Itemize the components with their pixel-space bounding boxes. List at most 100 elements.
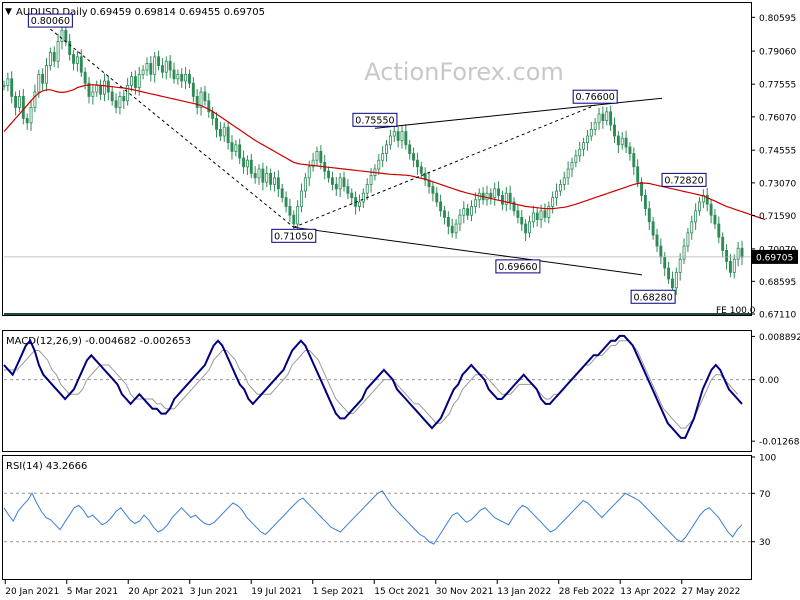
- candle-body: [616, 135, 620, 146]
- candle-body: [157, 56, 161, 67]
- candle: [609, 105, 613, 131]
- candle-body: [547, 206, 551, 218]
- candle: [555, 183, 558, 206]
- candle-body: [211, 111, 215, 119]
- candle: [500, 190, 504, 211]
- candle-body: [570, 162, 574, 170]
- candle-body: [238, 144, 242, 159]
- candle: [485, 185, 489, 206]
- candle: [122, 90, 126, 109]
- candle: [164, 56, 168, 80]
- macd-line: [3, 334, 743, 439]
- candle-body: [385, 144, 388, 155]
- candle: [651, 216, 655, 240]
- candle: [249, 154, 253, 179]
- candle-body: [678, 258, 682, 273]
- candle: [698, 197, 701, 216]
- dashed-trendline-rise: [293, 104, 596, 228]
- candle-body: [327, 170, 331, 179]
- candle: [419, 161, 423, 179]
- candle: [141, 65, 145, 80]
- candle-body: [257, 168, 261, 179]
- candle-body: [736, 247, 740, 260]
- candle: [334, 176, 338, 196]
- candle: [238, 138, 242, 164]
- candle: [458, 209, 462, 232]
- x-tick-label: 13 Jan 2022: [497, 587, 551, 597]
- x-tick-label: 15 Oct 2021: [374, 587, 430, 597]
- fib-label: FE 100.0: [716, 306, 756, 316]
- candle: [628, 142, 632, 161]
- candle-body: [632, 153, 636, 168]
- candle-body: [292, 214, 296, 225]
- candle: [257, 164, 261, 185]
- candle: [327, 166, 331, 183]
- candle: [157, 50, 161, 71]
- candle-body: [168, 60, 172, 71]
- macd-panel-frame: [2, 330, 752, 452]
- candle: [721, 232, 725, 258]
- candle-body: [95, 85, 99, 93]
- candle-body: [242, 157, 246, 168]
- candle: [350, 188, 354, 205]
- candle-body: [450, 225, 454, 234]
- candle-body: [52, 52, 56, 62]
- candle-body: [520, 217, 524, 225]
- candle: [640, 177, 643, 202]
- candle-body: [346, 186, 350, 194]
- pivot-label: 0.68280: [630, 289, 676, 304]
- candle: [315, 146, 319, 167]
- candle: [56, 33, 60, 69]
- candle-body: [493, 188, 497, 199]
- candle-body: [350, 192, 354, 199]
- x-tick-label: 1 Sep 2021: [313, 587, 364, 597]
- candle-body: [110, 91, 114, 102]
- candle: [41, 68, 45, 91]
- candle-body: [218, 129, 222, 137]
- price-tick-label: 0.73070: [759, 179, 796, 189]
- candle: [211, 106, 215, 126]
- candle: [415, 152, 419, 175]
- x-tick-label: 3 Jun 2021: [190, 587, 238, 597]
- candle-body: [497, 188, 501, 196]
- candle: [551, 191, 555, 214]
- candle: [284, 191, 288, 213]
- candle-body: [365, 184, 369, 194]
- rsi-tick-label: 100: [759, 454, 776, 464]
- candle: [531, 205, 535, 228]
- candle: [381, 146, 385, 168]
- candle-body: [234, 144, 238, 152]
- candle-body: [458, 214, 462, 225]
- candle-body: [659, 245, 663, 258]
- candle: [14, 91, 18, 116]
- candle-body: [273, 177, 276, 185]
- candle: [68, 33, 72, 61]
- candle-body: [686, 232, 690, 247]
- candle: [10, 71, 14, 104]
- candle: [454, 219, 458, 239]
- candle-body: [431, 186, 435, 194]
- x-tick-label: 27 May 2022: [682, 587, 741, 597]
- price-tick-label: 0.76070: [759, 113, 796, 123]
- x-tick-label: 30 Nov 2021: [436, 587, 494, 597]
- candle-body: [643, 195, 647, 210]
- rsi-tick-label: 30: [759, 538, 771, 548]
- candle: [578, 141, 582, 162]
- candle: [477, 188, 481, 208]
- candle-body: [75, 56, 79, 64]
- candle-body: [338, 177, 342, 190]
- candle-body: [60, 30, 64, 42]
- candle-body: [180, 74, 184, 82]
- candle-body: [419, 166, 423, 174]
- candle: [659, 238, 663, 265]
- candle: [207, 93, 211, 118]
- pivot-label: 0.80060: [27, 13, 73, 28]
- candle: [558, 179, 562, 196]
- candle: [566, 161, 570, 185]
- rsi-line: [3, 490, 743, 545]
- candle-body: [500, 195, 504, 205]
- candle-body: [682, 245, 686, 260]
- candle-body: [122, 96, 126, 102]
- candle: [292, 210, 296, 233]
